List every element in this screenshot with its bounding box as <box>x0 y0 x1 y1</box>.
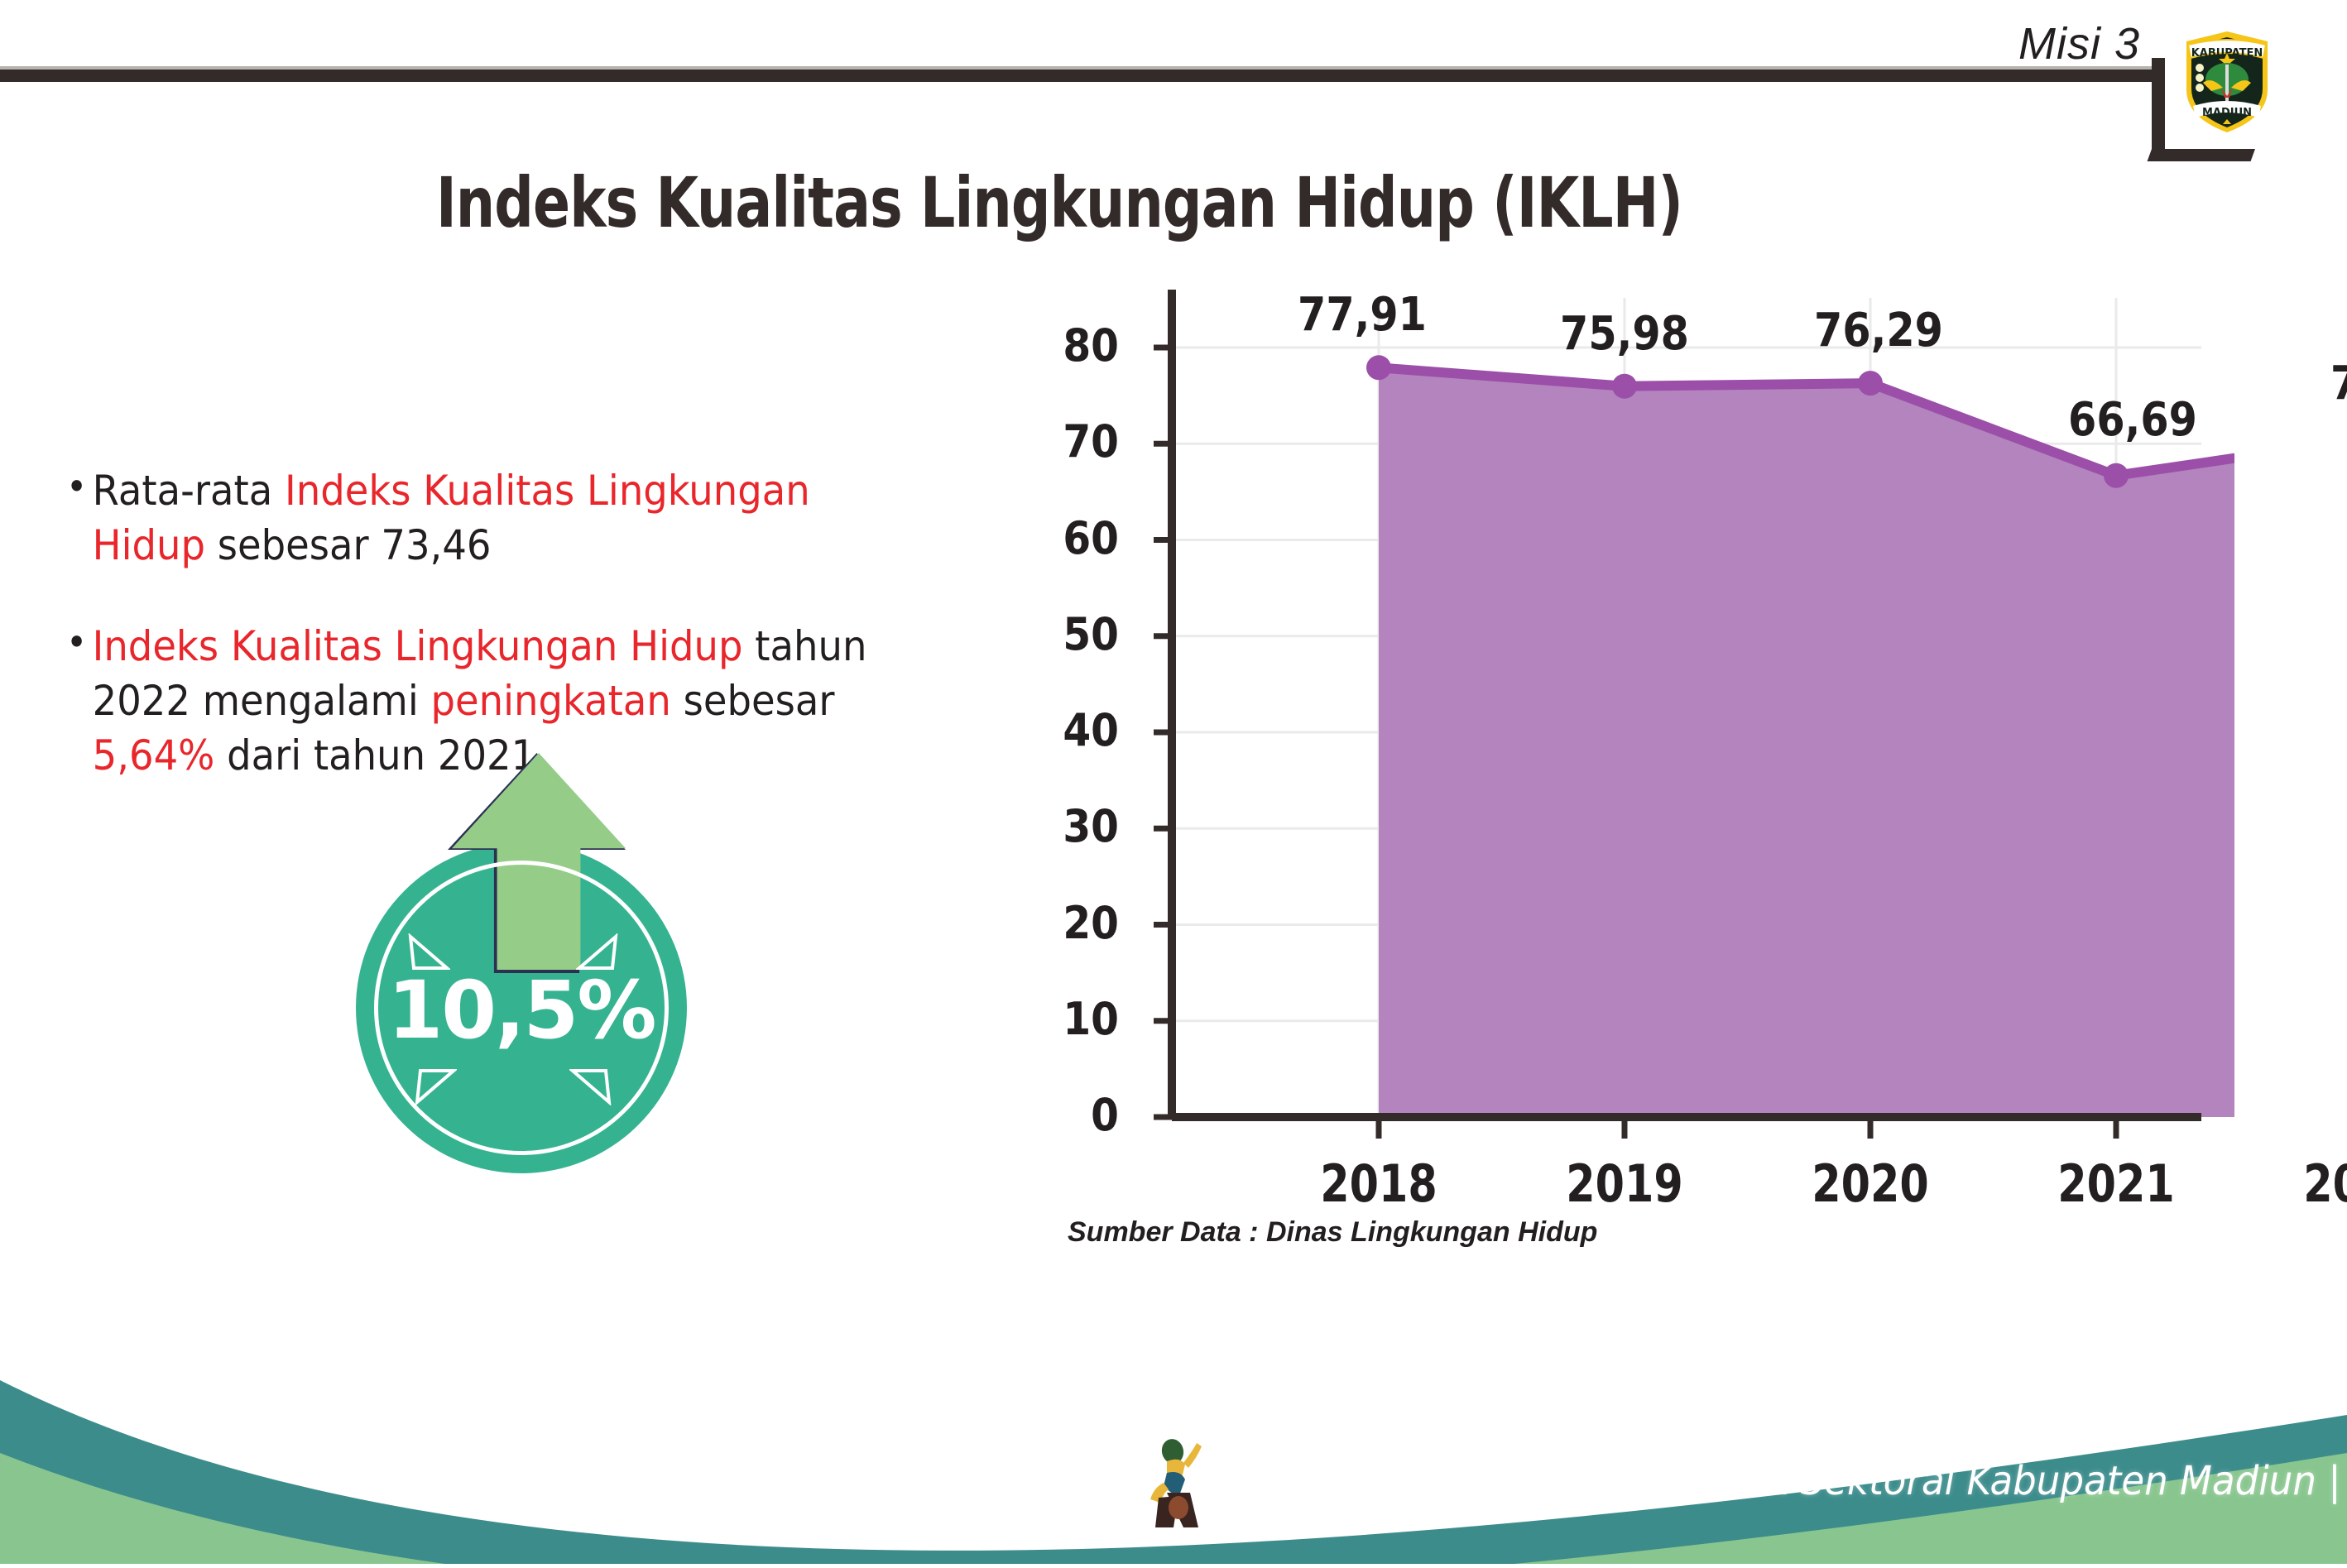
bullet-text-segment: Indeks Kualitas Lingkungan Hidup <box>92 467 810 569</box>
x-axis-tick-label: 2020 <box>1812 1153 1929 1214</box>
chart-area-fill <box>1379 367 2234 1117</box>
chart-data-label: 70,45 <box>2301 357 2347 410</box>
bullet-text-segment: peningkatan <box>430 677 671 725</box>
summary-bullet-list: Rata-rata Indeks Kualitas Lingkungan Hid… <box>66 462 943 829</box>
y-axis-tick-label: 80 <box>1063 319 1119 372</box>
list-item: Rata-rata Indeks Kualitas Lingkungan Hid… <box>66 462 882 573</box>
x-axis-tick-label: 2021 <box>2057 1153 2175 1214</box>
y-axis-tick-label: 60 <box>1063 511 1119 564</box>
bullet-text-segment: Indeks Kualitas Lingkungan Hidup <box>92 622 743 670</box>
badge-value: 10,5% <box>387 964 656 1057</box>
header-rule-shadow <box>0 66 2164 70</box>
media-infografis-logo-icon <box>1142 1431 1218 1529</box>
badge-triangle-mark-icon <box>414 1067 457 1105</box>
badge-triangle-mark-icon <box>576 933 619 971</box>
footer-wave-decoration <box>0 1291 2347 1568</box>
chart-canvas <box>1154 290 2234 1139</box>
header-bracket-foot <box>2147 149 2255 161</box>
chart-source-note: Sumber Data : Dinas Lingkungan Hidup <box>1068 1216 1598 1248</box>
badge-inner-ring <box>374 861 669 1155</box>
y-axis-tick-label: 50 <box>1063 607 1119 660</box>
bullet-text-segment: sebesar <box>670 677 835 725</box>
iklh-area-chart: 0 10 20 30 40 50 60 70 80 2018 2019 2020 2021 2022 77,… <box>977 288 2347 1214</box>
bullet-text-segment: dari tahun 2021 <box>214 731 536 779</box>
chart-data-point <box>1612 373 1637 399</box>
bullet-text-segment: Rata-rata <box>92 467 286 515</box>
growth-badge: 10,5% <box>331 753 745 1183</box>
bullet-text-segment: 5,64% <box>92 731 215 779</box>
bullet-text-segment: sebesar 73,46 <box>205 521 492 569</box>
y-axis-tick-label: 40 <box>1063 704 1119 756</box>
x-axis-tick-label: 2019 <box>1566 1153 1683 1214</box>
chart-data-point <box>2104 463 2129 488</box>
footer-text: Media Infografis Data Statistik Sektoral… <box>1223 1458 2341 1504</box>
bullet-text-segment: tahun 2022 mengalami <box>92 622 867 725</box>
header-rule <box>0 70 2164 82</box>
svg-text:MADIUN: MADIUN <box>2202 107 2252 119</box>
y-axis-tick-label: 0 <box>1091 1089 1119 1141</box>
x-axis-tick-label: 2022 <box>2303 1153 2347 1214</box>
chart-data-point <box>1858 371 1883 396</box>
badge-triangle-mark-icon <box>407 933 450 971</box>
misi-label: Misi 3 <box>2018 19 2140 69</box>
page-title: Indeks Kualitas Lingkungan Hidup (IKLH) <box>435 162 1683 244</box>
chart-data-label: 75,98 <box>1560 306 1689 361</box>
chart-data-label: 66,69 <box>2068 392 2197 447</box>
badge-triangle-mark-icon <box>569 1067 612 1105</box>
header-vertical-bar <box>2152 58 2165 161</box>
chart-data-label: 76,29 <box>1814 304 1943 358</box>
y-axis-tick-label: 70 <box>1063 415 1119 468</box>
chart-data-label: 77,91 <box>1298 288 1427 343</box>
chart-data-point <box>1366 355 1391 381</box>
kabupaten-madiun-logo-icon: KABUPATEN MADIUN <box>2178 25 2276 137</box>
y-axis-tick-label: 30 <box>1063 800 1119 853</box>
list-item: Indeks Kualitas Lingkungan Hidup tahun 2… <box>66 617 882 783</box>
y-axis-tick-label: 20 <box>1063 896 1119 949</box>
y-axis-tick-label: 10 <box>1063 992 1119 1045</box>
x-axis-tick-label: 2018 <box>1320 1153 1437 1214</box>
